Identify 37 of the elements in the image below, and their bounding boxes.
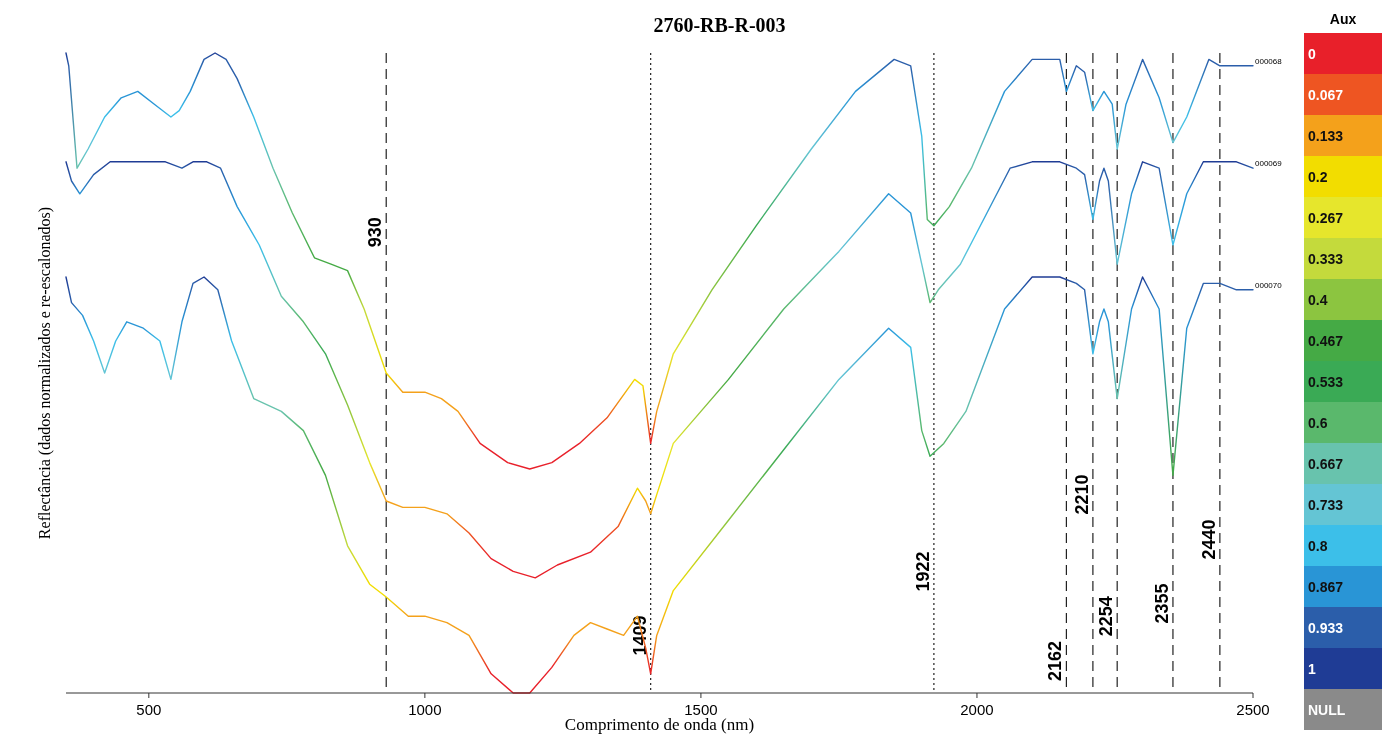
color-bar-title: Aux (1329, 11, 1357, 27)
color-bar-label: 0.667 (1308, 456, 1344, 472)
ref-line-label: 2355 (1151, 583, 1172, 624)
x-tick-label: 500 (136, 701, 162, 718)
color-bar-label: 0.733 (1308, 497, 1344, 513)
color-bar-label: 0.333 (1308, 251, 1344, 267)
color-bar-label: 0.8 (1308, 538, 1328, 554)
color-bar-label: 0.533 (1308, 374, 1344, 390)
ref-line-label: 930 (365, 217, 386, 248)
color-bar-label: 0.133 (1308, 128, 1344, 144)
color-bar-label: 0.867 (1308, 579, 1344, 595)
ref-line-label: 2254 (1096, 596, 1117, 637)
x-axis-title: Comprimento de onda (nm) (564, 715, 755, 734)
color-bar-label: 0.467 (1308, 333, 1344, 349)
color-bar-label: 0.067 (1308, 87, 1344, 103)
series-label: 000070 (1255, 280, 1283, 290)
color-bar-label: 0 (1308, 46, 1316, 62)
x-tick-label: 2000 (960, 701, 994, 718)
text: NULL (1308, 702, 1346, 718)
color-bar-label: 0.6 (1308, 415, 1328, 431)
ref-line-label: 2210 (1071, 474, 1092, 515)
series-label: 000068 (1255, 56, 1283, 66)
color-bar-label: 0.933 (1308, 620, 1344, 636)
x-tick-label: 1500 (684, 701, 718, 718)
x-tick-label: 1000 (408, 701, 442, 718)
ref-line-label: 2440 (1198, 519, 1219, 560)
color-bar-label: 0.2 (1308, 169, 1328, 185)
x-tick-label: 2500 (1236, 701, 1270, 718)
series-label: 000069 (1255, 159, 1283, 169)
ref-line-label: 2162 (1045, 640, 1066, 682)
y-axis-title: Reflectância (dados normalizados e re-escalonados) (36, 206, 54, 540)
color-bar-label: 0.4 (1308, 292, 1328, 308)
color-bar-label: 1 (1308, 661, 1316, 677)
color-bar-label: 0.267 (1308, 210, 1344, 226)
chart-title: 2760-RB-R-003 (653, 14, 786, 36)
ref-line-label: 1409 (629, 615, 650, 656)
ref-line-label: 1922 (912, 551, 933, 592)
